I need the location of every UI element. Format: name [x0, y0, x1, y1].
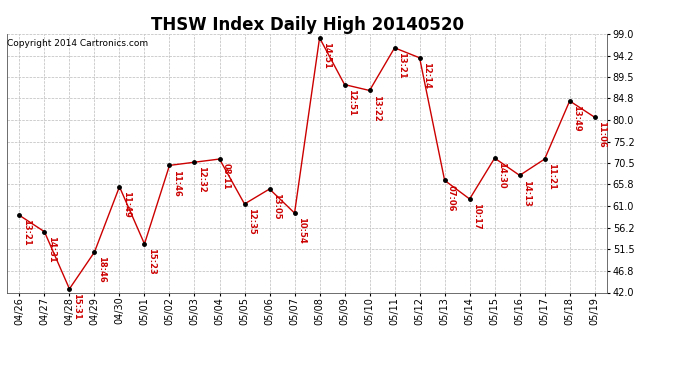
Text: 12:32: 12:32: [197, 166, 206, 193]
Text: 13:05: 13:05: [272, 193, 281, 220]
Text: 12:14: 12:14: [422, 62, 431, 89]
Text: 12:35: 12:35: [247, 208, 256, 235]
Text: 14:13: 14:13: [522, 180, 531, 206]
Text: 07:06: 07:06: [447, 184, 456, 211]
Text: 13:49: 13:49: [572, 105, 581, 132]
Text: 11:46: 11:46: [172, 170, 181, 196]
Text: 11:21: 11:21: [547, 163, 556, 190]
Text: 10:17: 10:17: [472, 203, 481, 230]
Text: 14:30: 14:30: [497, 162, 506, 189]
Text: Copyright 2014 Cartronics.com: Copyright 2014 Cartronics.com: [7, 39, 148, 48]
Text: 08:11: 08:11: [222, 163, 231, 190]
Text: THSW  (°F): THSW (°F): [524, 35, 587, 45]
Text: 15:23: 15:23: [147, 248, 156, 275]
Text: 12:51: 12:51: [347, 89, 356, 116]
Text: 15:31: 15:31: [72, 293, 81, 320]
Text: 18:46: 18:46: [97, 256, 106, 283]
Title: THSW Index Daily High 20140520: THSW Index Daily High 20140520: [150, 16, 464, 34]
Text: 14:31: 14:31: [47, 236, 56, 262]
Text: 11:06: 11:06: [597, 122, 606, 148]
Text: 10:54: 10:54: [297, 217, 306, 244]
Text: 13:22: 13:22: [372, 94, 381, 122]
Text: 13:21: 13:21: [397, 52, 406, 79]
Text: 11:49: 11:49: [122, 191, 131, 217]
Text: 14:51: 14:51: [322, 42, 331, 69]
Text: 13:21: 13:21: [22, 219, 31, 246]
